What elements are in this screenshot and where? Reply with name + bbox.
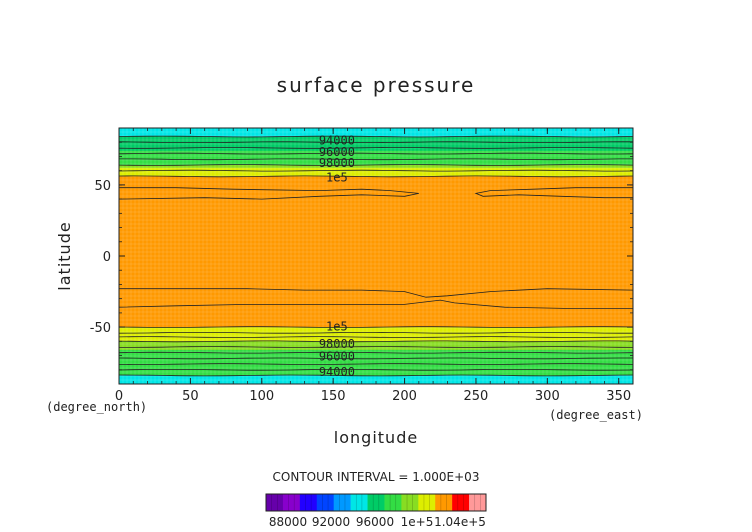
- colorbar-swatch: [316, 494, 334, 511]
- inner-contour-line: [119, 299, 633, 309]
- contour-line: [119, 141, 633, 143]
- colorbar-swatch: [469, 494, 487, 511]
- contour-line: [119, 158, 633, 161]
- contour-line: [119, 135, 633, 138]
- contour-band: [119, 341, 633, 351]
- contour-line: [119, 147, 633, 149]
- x-tick-label: 300: [535, 389, 560, 404]
- x-tick-label: 100: [249, 389, 274, 404]
- chart-title: surface pressure: [277, 73, 476, 97]
- colorbar: [265, 493, 487, 512]
- colorbar-swatch: [367, 494, 385, 511]
- contour-line: [119, 340, 633, 343]
- colorbar-swatch: [401, 494, 419, 511]
- colorbar-swatch: [384, 494, 402, 511]
- contour-line: [119, 336, 633, 338]
- y-tick-label: -50: [90, 321, 111, 336]
- contour-lines: [119, 135, 633, 377]
- x-tick-label: 50: [182, 389, 199, 404]
- contour-line: [119, 369, 633, 371]
- colorbar-swatch: [333, 494, 351, 511]
- colorbar-swatch: [435, 494, 453, 511]
- contour-band: [119, 349, 633, 376]
- contour-label: 98000: [319, 156, 355, 170]
- contour-line: [119, 351, 633, 354]
- x-tick-label: 350: [606, 389, 631, 404]
- y-tick-label: 0: [103, 250, 111, 265]
- colorbar-swatch: [452, 494, 470, 511]
- inner-contour-line: [119, 288, 633, 298]
- colorbar-swatch: [299, 494, 318, 511]
- contour-line: [119, 164, 633, 166]
- x-tick-label: 200: [392, 389, 417, 404]
- contour-band: [119, 150, 633, 166]
- colorbar-swatch: [282, 494, 301, 511]
- colorbar-label: 96000: [356, 515, 394, 529]
- contour-interval-text: CONTOUR INTERVAL = 1.000E+03: [273, 470, 480, 484]
- contour-label: 1e5: [326, 320, 348, 334]
- colorbar-label: 88000: [269, 515, 307, 529]
- contour-label: 1e5: [326, 170, 348, 184]
- contour-band: [119, 167, 633, 177]
- x-tick-label: 0: [115, 389, 123, 404]
- x-unit-label: (degree_east): [549, 408, 643, 422]
- contour-line: [119, 169, 633, 172]
- contour-band: [119, 164, 633, 169]
- contour-label: 94000: [319, 365, 355, 379]
- contour-label: 94000: [319, 133, 355, 147]
- contour-line: [119, 152, 633, 155]
- x-tick-label: 150: [321, 389, 346, 404]
- colorbar-swatch: [266, 494, 284, 511]
- contour-band: [119, 375, 633, 384]
- colorbar-label: 1e+5: [401, 515, 434, 529]
- colorbar-labels: 88000 92000 96000 1e+5 1.04e+5: [269, 515, 486, 529]
- contour-line: [119, 346, 633, 348]
- contour-band: [119, 256, 633, 328]
- contour-line: [119, 363, 633, 365]
- colorbar-frame: [265, 493, 487, 512]
- contour-line: [119, 332, 633, 334]
- contour-line: [119, 357, 633, 360]
- contour-label: 96000: [319, 145, 355, 159]
- contour-line: [119, 374, 633, 377]
- contour-band: [119, 128, 633, 138]
- colorbar-label: 1.04e+5: [434, 515, 486, 529]
- y-axis: -50 0 50: [90, 127, 633, 385]
- x-axis: 0 50 100 150 200 250 300 350: [115, 128, 634, 404]
- colorbar-swatch: [350, 494, 368, 511]
- inner-contour-line: [119, 187, 419, 200]
- contour-line: [119, 175, 633, 178]
- y-axis-label: latitude: [55, 221, 74, 290]
- y-tick-label: 50: [94, 179, 111, 194]
- contour-label: 96000: [319, 350, 355, 364]
- inner-contour-line: [474, 187, 633, 199]
- x-tick-label: 250: [464, 389, 489, 404]
- x-axis-label: longitude: [334, 428, 418, 447]
- contour-band: [119, 327, 633, 334]
- colorbar-swatch: [418, 494, 436, 511]
- y-unit-label: (degree_north): [46, 400, 147, 414]
- contour-line: [119, 326, 633, 328]
- contour-label: 98000: [319, 337, 355, 351]
- colorbar-label: 92000: [312, 515, 350, 529]
